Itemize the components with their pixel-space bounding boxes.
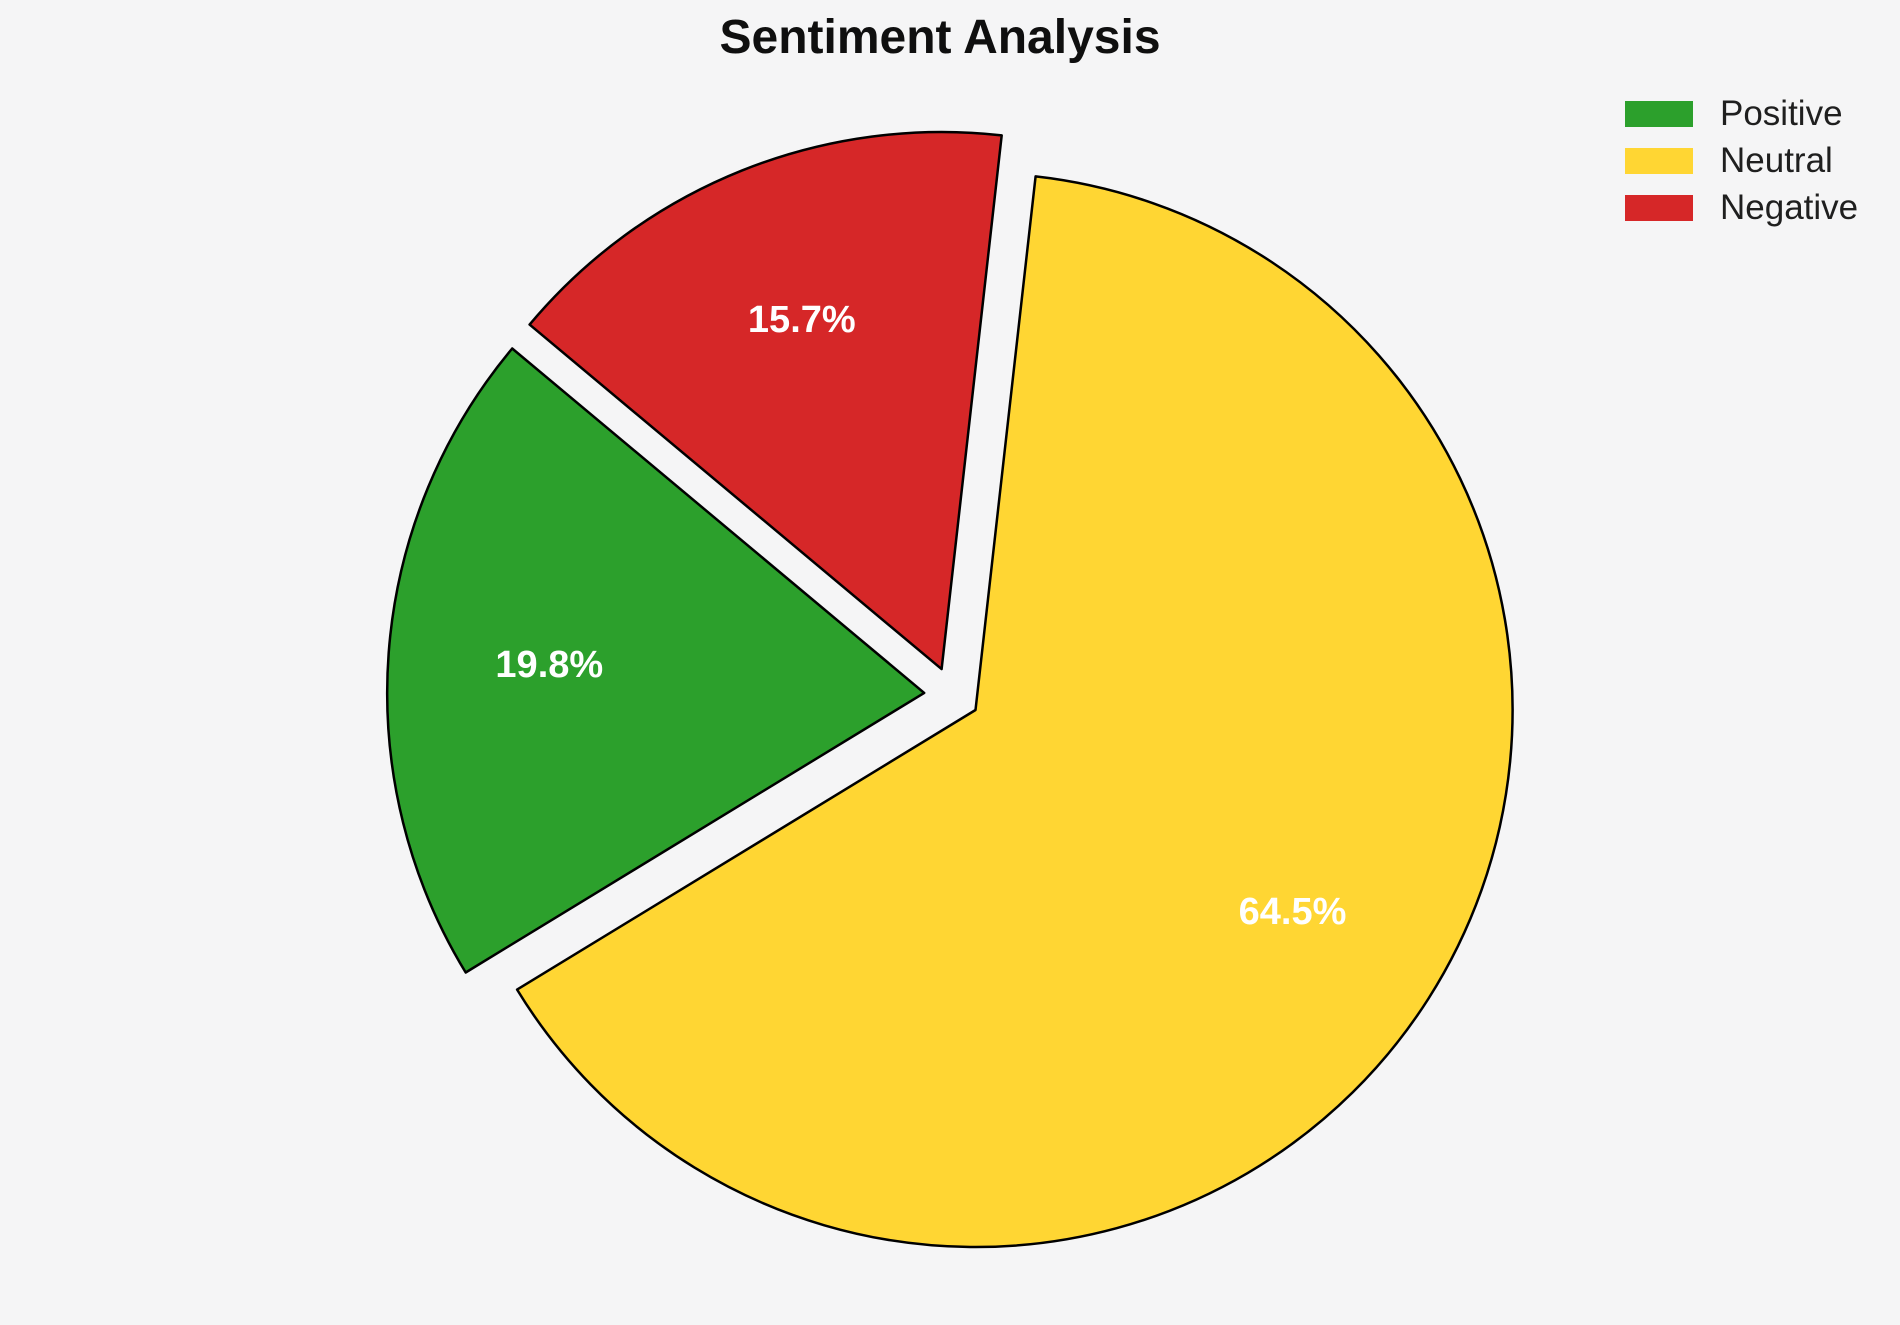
legend-label-neutral: Neutral bbox=[1720, 141, 1833, 180]
pie-slice-neutral bbox=[515, 175, 1514, 1249]
legend-swatch-positive bbox=[1625, 101, 1693, 127]
legend-label-positive: Positive bbox=[1720, 94, 1843, 133]
legend: Positive Neutral Negative bbox=[1625, 94, 1859, 242]
slice-percent-label-negative: 15.7% bbox=[748, 299, 856, 341]
legend-item-positive: Positive bbox=[1625, 94, 1858, 133]
legend-swatch-negative bbox=[1625, 195, 1693, 221]
slice-percent-label-neutral: 64.5% bbox=[1239, 891, 1347, 933]
slice-percent-label-positive: 19.8% bbox=[495, 644, 603, 686]
legend-swatch-neutral bbox=[1625, 148, 1693, 174]
pie-slice-negative bbox=[528, 130, 1003, 671]
legend-label-negative: Negative bbox=[1720, 188, 1859, 227]
legend-item-negative: Negative bbox=[1625, 188, 1859, 227]
pie-slice-positive bbox=[385, 347, 926, 974]
chart-title: Sentiment Analysis bbox=[719, 11, 1161, 64]
legend-item-neutral: Neutral bbox=[1625, 141, 1858, 180]
